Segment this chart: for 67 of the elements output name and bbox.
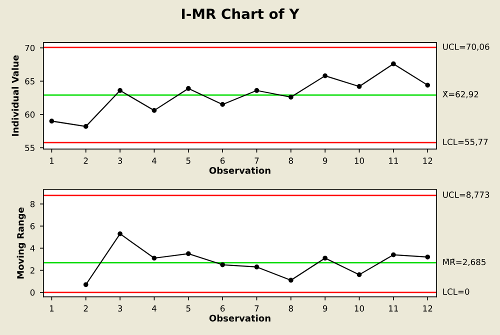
point [83, 124, 88, 129]
point [356, 84, 362, 89]
y-tick-label: 6 [30, 223, 35, 230]
x-tick-label: 2 [84, 158, 88, 164]
x-tick-label: 8 [288, 305, 293, 312]
ref-line-label: LCL=55,77 [443, 138, 488, 146]
x-tick-label: 6 [220, 305, 225, 312]
x-tick-label: 1 [50, 158, 54, 164]
x-tick-label: 9 [322, 305, 328, 312]
x-tick-label: 4 [152, 305, 156, 312]
x-axis-title: Observation [209, 314, 270, 322]
x-tick-label: 12 [423, 305, 432, 312]
point [186, 251, 191, 256]
y-tick-label: 8 [30, 200, 35, 208]
x-tick-label: 7 [254, 158, 259, 164]
x-tick-label: 11 [389, 305, 398, 312]
x-tick-label: 8 [288, 158, 293, 164]
point [49, 118, 54, 124]
x-tick-label: 2 [84, 305, 88, 312]
x-tick-label: 7 [254, 305, 259, 312]
x-tick-label: 3 [118, 158, 122, 164]
point [118, 231, 122, 236]
point [425, 82, 430, 88]
x-tick-label: 6 [220, 158, 225, 164]
y-tick-label: 70 [25, 44, 35, 52]
x-tick-label: 5 [186, 158, 190, 164]
y-tick-label: 60 [25, 111, 35, 118]
point [425, 254, 430, 260]
point [322, 256, 328, 261]
x-axis-title: Observation [209, 166, 270, 174]
y-tick-label: 65 [25, 78, 34, 84]
x-tick-label: 1 [50, 305, 54, 312]
x-tick-label: 10 [354, 305, 364, 312]
y-tick-label: 55 [25, 144, 34, 152]
point [356, 272, 362, 278]
point [83, 282, 88, 288]
point [391, 61, 396, 66]
ref-line-label: UCL=8,773 [443, 192, 490, 199]
chart-title: I-MR Chart of Y [182, 8, 300, 20]
y-axis-title: Individual Value [12, 55, 19, 136]
point [288, 94, 294, 100]
x-tick-label: 3 [118, 305, 122, 312]
ref-line-label: M̄R̄=2,685 [443, 258, 486, 266]
y-tick-label: 0 [30, 289, 35, 296]
x-tick-label: 9 [322, 158, 328, 164]
point [254, 264, 260, 270]
point [186, 86, 191, 91]
x-tick-label: 12 [423, 158, 432, 164]
x-tick-label: 4 [152, 158, 156, 164]
point [220, 102, 225, 107]
y-tick-label: 4 [30, 245, 35, 252]
ref-line-label: UCL=70,06 [443, 44, 490, 51]
point [322, 73, 328, 78]
point [391, 252, 396, 258]
ref-line-label: X̄=62,92 [442, 91, 478, 98]
x-tick-label: 5 [186, 305, 190, 312]
point [288, 278, 294, 283]
y-axis-title: Moving Range [16, 208, 26, 279]
y-tick-label: 2 [30, 267, 34, 274]
point [152, 256, 157, 261]
x-tick-label: 11 [389, 158, 398, 164]
ref-line-label: LCL=0 [443, 288, 470, 295]
x-tick-label: 10 [354, 158, 364, 164]
point [118, 88, 122, 93]
point [254, 88, 260, 93]
point [220, 262, 225, 268]
point [152, 108, 157, 113]
